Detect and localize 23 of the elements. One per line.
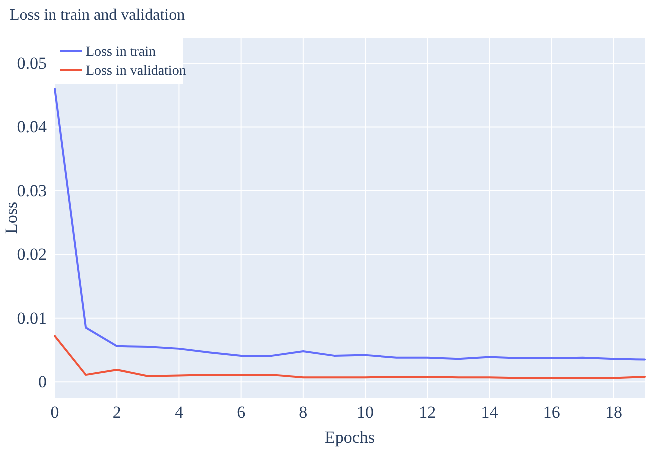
y-tick-label: 0.02 bbox=[17, 245, 47, 264]
chart-title: Loss in train and validation bbox=[10, 7, 186, 24]
y-tick-label: 0 bbox=[38, 372, 47, 392]
y-tick-label: 0.05 bbox=[17, 54, 47, 73]
x-tick-label: 18 bbox=[605, 403, 622, 422]
line-series bbox=[54, 335, 646, 380]
x-tick-label: 12 bbox=[419, 403, 436, 422]
y-tick-label: 0.03 bbox=[17, 181, 47, 200]
x-tick-label: 10 bbox=[357, 403, 374, 422]
x-tick-label: 16 bbox=[543, 403, 560, 422]
y-axis-title: Loss bbox=[2, 202, 21, 234]
x-tick-label: 6 bbox=[237, 403, 246, 422]
x-tick-label: 2 bbox=[112, 403, 122, 422]
x-axis-title: Epochs bbox=[324, 428, 376, 447]
y-tick-label: 0.04 bbox=[17, 118, 48, 137]
x-tick-label: 0 bbox=[50, 403, 60, 422]
x-tick-label: 4 bbox=[174, 403, 184, 422]
legend-label: Loss in validation bbox=[86, 64, 186, 79]
line-series bbox=[54, 88, 646, 361]
x-tick-label: 14 bbox=[481, 403, 499, 422]
x-tick-label: 8 bbox=[299, 403, 308, 422]
legend-label: Loss in train bbox=[86, 45, 156, 60]
y-tick-label: 0.01 bbox=[17, 308, 47, 328]
